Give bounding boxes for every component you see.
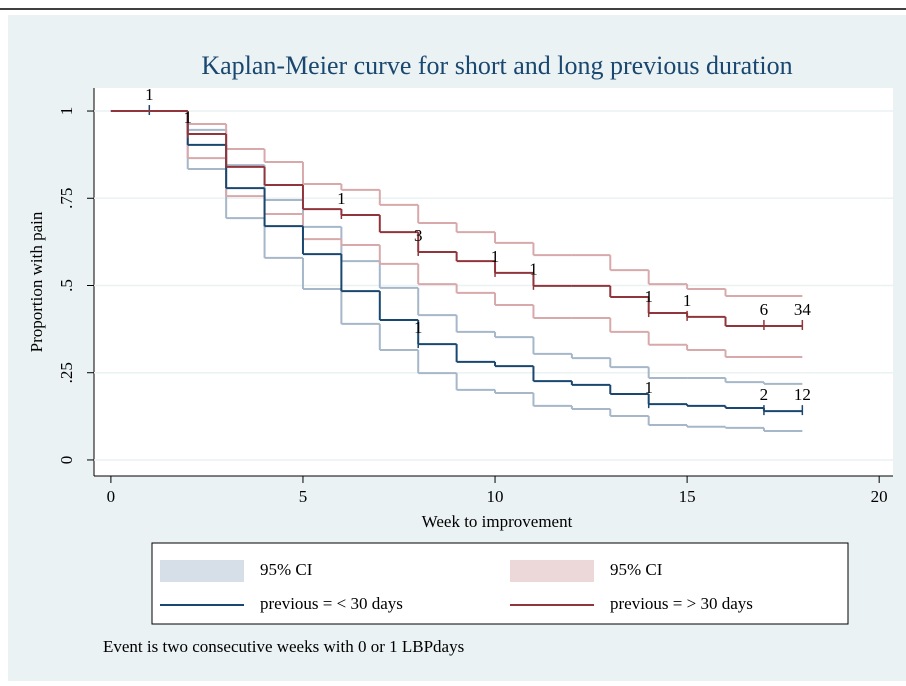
censor-count: 1 — [529, 260, 538, 279]
chart-title: Kaplan-Meier curve for short and long pr… — [201, 51, 792, 80]
censor-count: 6 — [760, 300, 769, 319]
censor-count: 1 — [683, 291, 692, 310]
censor-count: 1 — [644, 287, 653, 306]
legend-label: previous = < 30 days — [260, 594, 403, 613]
legend-label: previous = > 30 days — [610, 594, 753, 613]
censor-count: 1 — [414, 318, 423, 337]
censor-count: 1 — [644, 378, 653, 397]
x-tick-label: 0 — [107, 487, 116, 506]
x-axis-title: Week to improvement — [422, 512, 573, 531]
legend-box — [151, 542, 849, 625]
x-tick-label: 5 — [299, 487, 308, 506]
legend-label: 95% CI — [610, 560, 663, 579]
x-tick-label: 15 — [679, 487, 696, 506]
legend-label: 95% CI — [260, 560, 313, 579]
censor-count: 1 — [183, 108, 192, 127]
censor-count: 3 — [414, 226, 423, 245]
legend-swatch — [160, 560, 244, 582]
y-tick-label: .75 — [57, 188, 76, 209]
x-tick-label: 10 — [487, 487, 504, 506]
y-tick-label: 0 — [57, 456, 76, 465]
censor-count: 2 — [760, 385, 769, 404]
censor-count: 12 — [794, 385, 811, 404]
legend-swatch — [510, 560, 594, 582]
y-tick-label: .25 — [57, 362, 76, 383]
plot-region — [94, 88, 893, 476]
x-tick-label: 20 — [871, 487, 888, 506]
censor-count: 34 — [794, 300, 812, 319]
y-tick-label: .5 — [57, 279, 76, 292]
censor-count: 1 — [337, 189, 346, 208]
note: Event is two consecutive weeks with 0 or… — [103, 637, 464, 656]
censor-count: 1 — [145, 85, 154, 104]
censor-count: 1 — [491, 247, 500, 266]
y-axis-title: Proportion with pain — [27, 211, 46, 352]
y-tick-label: 1 — [57, 107, 76, 116]
